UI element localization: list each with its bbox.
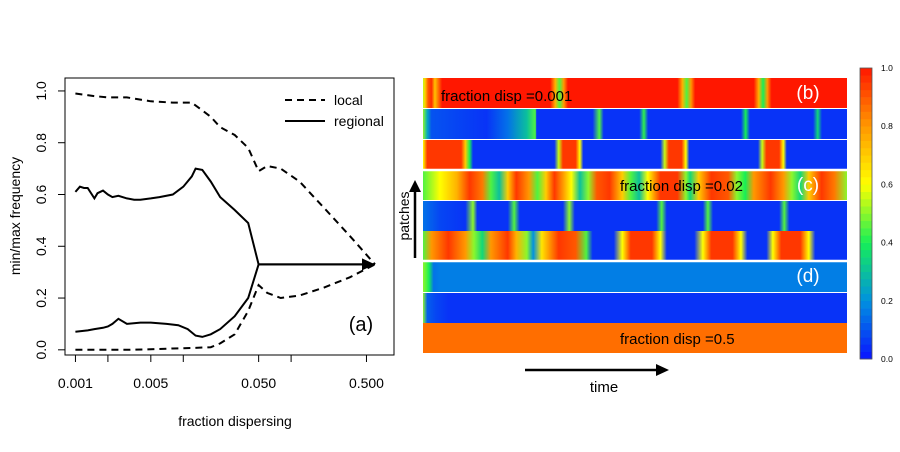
colorbar-tick-label: 0.2 xyxy=(881,296,893,306)
colorbar-cell xyxy=(860,162,872,171)
colorbar-cell xyxy=(860,308,872,316)
annotation-c: fraction disp =0.02 xyxy=(620,178,743,195)
colorbar-cell xyxy=(860,111,872,120)
y-tick-label: 0.8 xyxy=(33,133,49,153)
panel-label-c: (c) xyxy=(797,175,819,196)
panel-label-b: (b) xyxy=(796,83,819,104)
legend: local regional xyxy=(285,92,384,129)
time-arrow-head xyxy=(656,364,669,376)
panel-label-a: (a) xyxy=(349,314,373,336)
colorbar-tick-label: 0.6 xyxy=(881,179,893,189)
heatmap-rows xyxy=(423,78,847,323)
colorbar-cell xyxy=(860,89,872,98)
colorbar-cell xyxy=(860,118,872,127)
heatmap-row xyxy=(423,170,847,200)
annotation-d: fraction disp =0.5 xyxy=(620,331,735,348)
heatmap-panels: fraction disp =0.001 (b) fraction disp =… xyxy=(396,78,847,396)
colorbar-cell xyxy=(860,242,872,251)
colorbar-cell xyxy=(860,264,872,273)
y-tick-label: 1.0 xyxy=(33,81,49,101)
colorbar-cell xyxy=(860,220,872,229)
colorbar-cell xyxy=(860,191,872,200)
colorbar-cell xyxy=(860,140,872,149)
colorbar-cell xyxy=(860,148,872,156)
colorbar-cell xyxy=(860,322,872,331)
colorbar-cell xyxy=(860,271,872,280)
colorbar-cell xyxy=(860,235,872,243)
colorbar-cell xyxy=(860,177,872,185)
colorbar-cell xyxy=(860,351,872,360)
patches-label: patches xyxy=(396,191,412,240)
colorbar-cell xyxy=(860,337,872,345)
colorbar-cell xyxy=(860,97,872,105)
convergence-arrowhead xyxy=(362,258,376,271)
y-tick-label: 0.0 xyxy=(33,340,49,360)
series-line-local-max xyxy=(75,92,376,266)
colorbar-cell xyxy=(860,300,872,309)
time-arrow xyxy=(525,364,669,376)
patches-arrow xyxy=(409,180,421,258)
colorbar-cell xyxy=(860,286,872,294)
colorbar-tick-label: 0.0 xyxy=(881,354,893,364)
heatmap-row xyxy=(423,109,847,139)
colorbar-cell xyxy=(860,278,872,287)
colorbar-cell xyxy=(860,329,872,338)
colorbar-cell xyxy=(860,184,872,192)
x-tick-label: 0.500 xyxy=(349,375,384,391)
legend-label-local: local xyxy=(334,92,363,108)
y-tick-label: 0.4 xyxy=(33,236,49,256)
colorbar-cell xyxy=(860,249,872,258)
colorbar-cell xyxy=(860,206,872,214)
series-line-regional-max xyxy=(74,167,375,266)
colorbar-cells xyxy=(860,68,872,360)
y-axis-label: min/max frequency xyxy=(7,157,23,275)
colorbar-cell xyxy=(860,126,872,134)
heatmap-row xyxy=(423,231,847,261)
colorbar: 0.0 0.2 0.4 0.6 0.8 1.0 xyxy=(859,63,893,364)
x-tick-label: 0.005 xyxy=(133,375,168,391)
x-tick-label: 0.050 xyxy=(241,375,276,391)
legend-label-regional: regional xyxy=(334,113,384,129)
colorbar-cell xyxy=(860,82,872,91)
axis-ticks: 0.001 0.005 0.050 0.500 0.0 0.2 0.4 0.6 0.8 1.0 xyxy=(33,81,384,391)
colorbar-cell xyxy=(860,344,872,353)
colorbar-cell xyxy=(860,315,872,323)
time-label: time xyxy=(590,379,618,396)
heatmap-row xyxy=(423,78,847,108)
colorbar-cell xyxy=(860,293,872,302)
heatmap-row xyxy=(423,201,847,231)
colorbar-cell xyxy=(860,169,872,178)
colorbar-cell xyxy=(860,228,872,236)
series-line-regional-min xyxy=(75,263,375,338)
colorbar-cell xyxy=(860,133,872,142)
colorbar-tick-label: 1.0 xyxy=(881,63,893,73)
patches-arrow-head xyxy=(409,180,421,192)
heatmap-row xyxy=(423,293,847,323)
colorbar-tick-label: 0.4 xyxy=(881,238,893,248)
series-lines xyxy=(74,92,376,351)
colorbar-cell xyxy=(860,155,872,163)
y-tick-label: 0.6 xyxy=(33,185,49,205)
colorbar-cell xyxy=(860,104,872,112)
colorbar-cell xyxy=(860,75,872,83)
plot-frame xyxy=(64,77,395,356)
series-line-local-min xyxy=(75,263,376,351)
heatmap-row xyxy=(423,140,847,170)
y-tick-label: 0.2 xyxy=(33,288,49,308)
annotation-b: fraction disp =0.001 xyxy=(441,88,572,105)
colorbar-cell xyxy=(860,68,872,76)
colorbar-cell xyxy=(860,198,872,207)
colorbar-cell xyxy=(860,257,872,265)
colorbar-ticks: 0.0 0.2 0.4 0.6 0.8 1.0 xyxy=(881,63,893,364)
colorbar-tick-label: 0.8 xyxy=(881,121,893,131)
line-chart-panel-a: 0.001 0.005 0.050 0.500 0.0 0.2 0.4 0.6 0.8 1.0 m… xyxy=(7,77,395,429)
panel-label-d: (d) xyxy=(796,266,819,287)
x-tick-label: 0.001 xyxy=(58,375,93,391)
heatmap-row xyxy=(423,262,847,292)
x-axis-label: fraction dispersing xyxy=(178,413,292,429)
colorbar-cell xyxy=(860,213,872,222)
colorbar-frame xyxy=(859,67,873,360)
heatmap-row-d3 xyxy=(423,323,847,353)
